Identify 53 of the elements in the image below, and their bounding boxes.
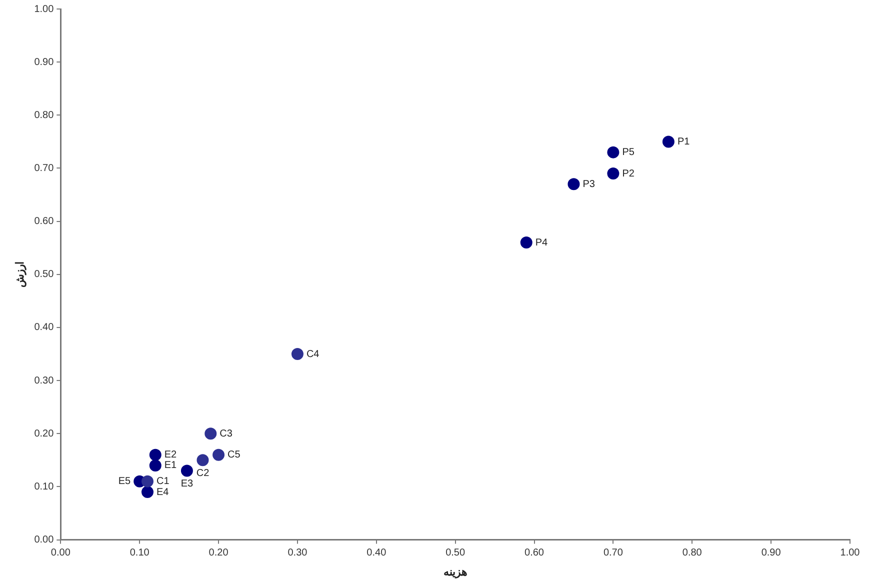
point (141, 475, 154, 488)
x-axis-title: هزینه (443, 566, 468, 578)
annotation: E4 (156, 486, 170, 498)
y-tick-label: 0.40 (34, 322, 54, 334)
y-tick-label: 0.80 (34, 110, 54, 121)
annotation: C3 (220, 428, 233, 440)
point (141, 486, 154, 498)
annotation: P2 (622, 168, 635, 180)
point (149, 448, 162, 461)
point (568, 178, 580, 190)
point (607, 168, 620, 180)
point (149, 459, 162, 472)
x-tick-label: 0.80 (682, 548, 702, 559)
y-tick-label: 0.70 (34, 162, 54, 174)
point (196, 454, 209, 466)
y-tick-label: 0.60 (34, 216, 54, 228)
annotation: P3 (582, 178, 596, 190)
x-tick-label: 0.20 (208, 548, 229, 559)
x-tick-label: 0.60 (524, 548, 544, 559)
point (520, 236, 532, 249)
y-tick-label: 0.10 (34, 481, 54, 492)
x-tick-label: 0.00 (50, 548, 71, 559)
annotation: C4 (306, 348, 320, 360)
annotation: E1 (164, 460, 178, 472)
point (662, 136, 674, 148)
annotation: P1 (677, 136, 690, 148)
y-tick-label: 0.50 (34, 269, 54, 280)
y-tick-label: 0.30 (34, 375, 54, 386)
point (180, 464, 193, 477)
x-tick-label: 0.70 (603, 548, 624, 559)
x-tick-label: 1.00 (840, 548, 860, 559)
y-tick-label: 0.00 (34, 534, 54, 546)
annotation: C2 (196, 468, 210, 479)
annotation: E2 (164, 450, 178, 461)
point (291, 348, 304, 360)
annotation: E5 (118, 476, 132, 488)
point (204, 428, 217, 440)
x-tick-label: 0.30 (288, 548, 308, 559)
annotation: E3 (180, 478, 194, 490)
x-tick-label: 0.40 (366, 548, 387, 559)
x-tick-label: 0.90 (761, 548, 782, 559)
y-axis-title: ارزش (14, 261, 27, 288)
annotation: C5 (228, 450, 241, 461)
y-tick-label: 1.00 (34, 4, 54, 15)
x-tick-label: 0.50 (446, 548, 466, 559)
annotation: C1 (156, 476, 170, 488)
annotation: P5 (622, 147, 635, 158)
x-tick-label: 0.10 (130, 548, 150, 559)
point (212, 448, 225, 461)
point (607, 146, 620, 158)
annotation: P4 (535, 237, 548, 248)
y-tick-label: 0.20 (34, 428, 54, 440)
y-tick-label: 0.90 (34, 56, 54, 68)
